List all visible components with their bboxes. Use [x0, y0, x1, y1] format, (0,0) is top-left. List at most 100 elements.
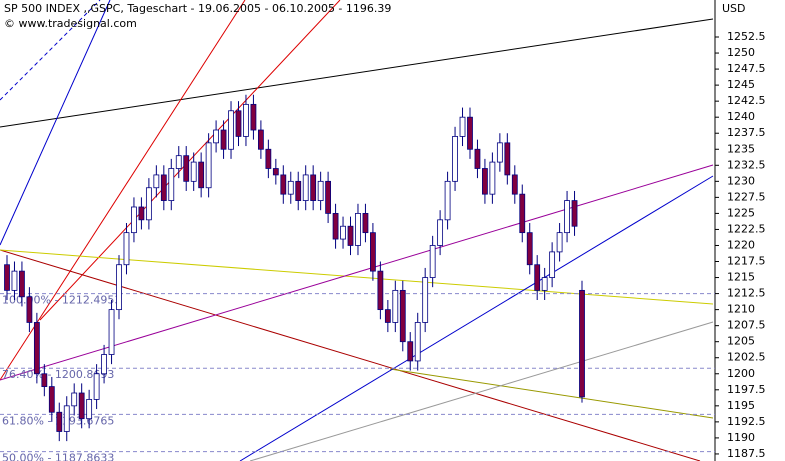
y-tick-label: 1252.5 — [727, 30, 766, 43]
candle-body — [295, 180, 302, 201]
candle-body — [519, 193, 526, 234]
y-tick-label: 1200 — [727, 367, 755, 380]
candle-body — [108, 309, 115, 355]
y-tick-label: 1247.5 — [727, 62, 766, 75]
candle-body — [340, 225, 346, 240]
y-tick-label: 1207.5 — [727, 319, 766, 332]
candle-body — [564, 200, 570, 234]
candle-body — [145, 187, 152, 221]
candle-body — [198, 161, 205, 189]
candle-body — [235, 110, 242, 137]
candle-body — [496, 142, 503, 163]
y-tick-label: 1205 — [727, 335, 755, 348]
candle-body — [399, 289, 406, 343]
candle-body — [63, 405, 70, 432]
candle-body — [272, 168, 279, 176]
candle-body — [310, 174, 317, 201]
candle-body — [437, 219, 444, 246]
candle-body — [511, 174, 518, 195]
y-tick-label: 1227.5 — [727, 190, 766, 203]
y-tick-label: 1232.5 — [727, 158, 766, 171]
candle-body — [265, 148, 272, 169]
y-tick-label: 1245 — [727, 78, 755, 91]
trend-line — [0, 0, 246, 381]
y-tick-label: 1192.5 — [727, 415, 766, 428]
candle-body — [11, 270, 18, 291]
chart-subtitle: © www.tradesignal.com — [4, 17, 137, 30]
candle-body — [407, 341, 414, 362]
candle-body — [280, 174, 287, 195]
y-axis-label: USD — [722, 2, 746, 15]
candle-body — [131, 206, 137, 234]
candle-body — [347, 225, 354, 246]
trend-line — [0, 0, 111, 246]
candle-body — [526, 232, 533, 266]
y-tick-label: 1230 — [727, 174, 755, 187]
candle-body — [489, 161, 496, 195]
candle-body — [123, 232, 130, 266]
candle-body — [257, 129, 264, 150]
candle-body — [474, 148, 481, 169]
candle-body — [392, 289, 399, 323]
trend-line — [39, 0, 341, 321]
candle-body — [205, 142, 212, 189]
candle-body — [160, 174, 167, 201]
y-tick-label: 1187.5 — [727, 447, 766, 460]
candle-body — [153, 174, 160, 189]
y-tick-label: 1197.5 — [727, 383, 766, 396]
trend-line — [0, 0, 101, 101]
candle-body — [422, 277, 429, 323]
candle-body — [243, 103, 249, 137]
y-tick-label: 1190 — [727, 431, 755, 444]
candle-body — [355, 213, 361, 246]
candle-body — [302, 174, 309, 201]
y-tick-label: 1220 — [727, 238, 755, 251]
candle-body — [250, 103, 257, 131]
candle-body — [541, 277, 548, 291]
candle-body — [579, 289, 585, 398]
y-tick-label: 1240 — [727, 110, 755, 123]
candle-body — [33, 322, 40, 375]
candle-body — [48, 386, 55, 413]
candle-body — [71, 392, 78, 407]
candle-body — [325, 180, 332, 214]
candle-body — [534, 264, 541, 291]
y-tick-label: 1237.5 — [727, 126, 766, 139]
trend-line — [0, 18, 714, 128]
candle-body — [78, 392, 85, 420]
candle-body — [138, 206, 145, 221]
candle-body — [429, 245, 436, 278]
candle-body — [504, 142, 511, 176]
trend-line — [389, 368, 714, 419]
candle-body — [459, 116, 466, 137]
candle-body — [116, 264, 122, 311]
chart-title: SP 500 INDEX ,,GSPC, Tageschart - 19.06.… — [4, 2, 391, 15]
candle-body — [168, 168, 175, 201]
candle-body — [183, 155, 190, 182]
candle-body — [19, 270, 25, 298]
candle-body — [362, 213, 369, 234]
candle-body — [556, 232, 563, 253]
candle-body — [86, 399, 93, 420]
y-tick-label: 1222.5 — [727, 222, 766, 235]
candle-body — [93, 373, 100, 400]
y-tick-label: 1215 — [727, 271, 755, 284]
candle-body — [377, 270, 384, 311]
candle-body — [41, 373, 48, 387]
candle-body — [190, 161, 197, 182]
y-tick-label: 1235 — [727, 142, 755, 155]
y-tick-label: 1210 — [727, 303, 755, 316]
candle-body — [101, 354, 107, 375]
candle-body — [213, 129, 219, 144]
candle-body — [228, 110, 234, 150]
y-tick-label: 1195 — [727, 399, 755, 412]
y-tick-label: 1217.5 — [727, 255, 766, 268]
candle-body — [571, 200, 578, 227]
candle-body — [549, 251, 556, 278]
candle-body — [287, 180, 294, 195]
fib-label: 76.40% - 1200.8693 — [2, 368, 114, 381]
candle-body — [56, 411, 63, 432]
trend-lines — [0, 0, 714, 461]
